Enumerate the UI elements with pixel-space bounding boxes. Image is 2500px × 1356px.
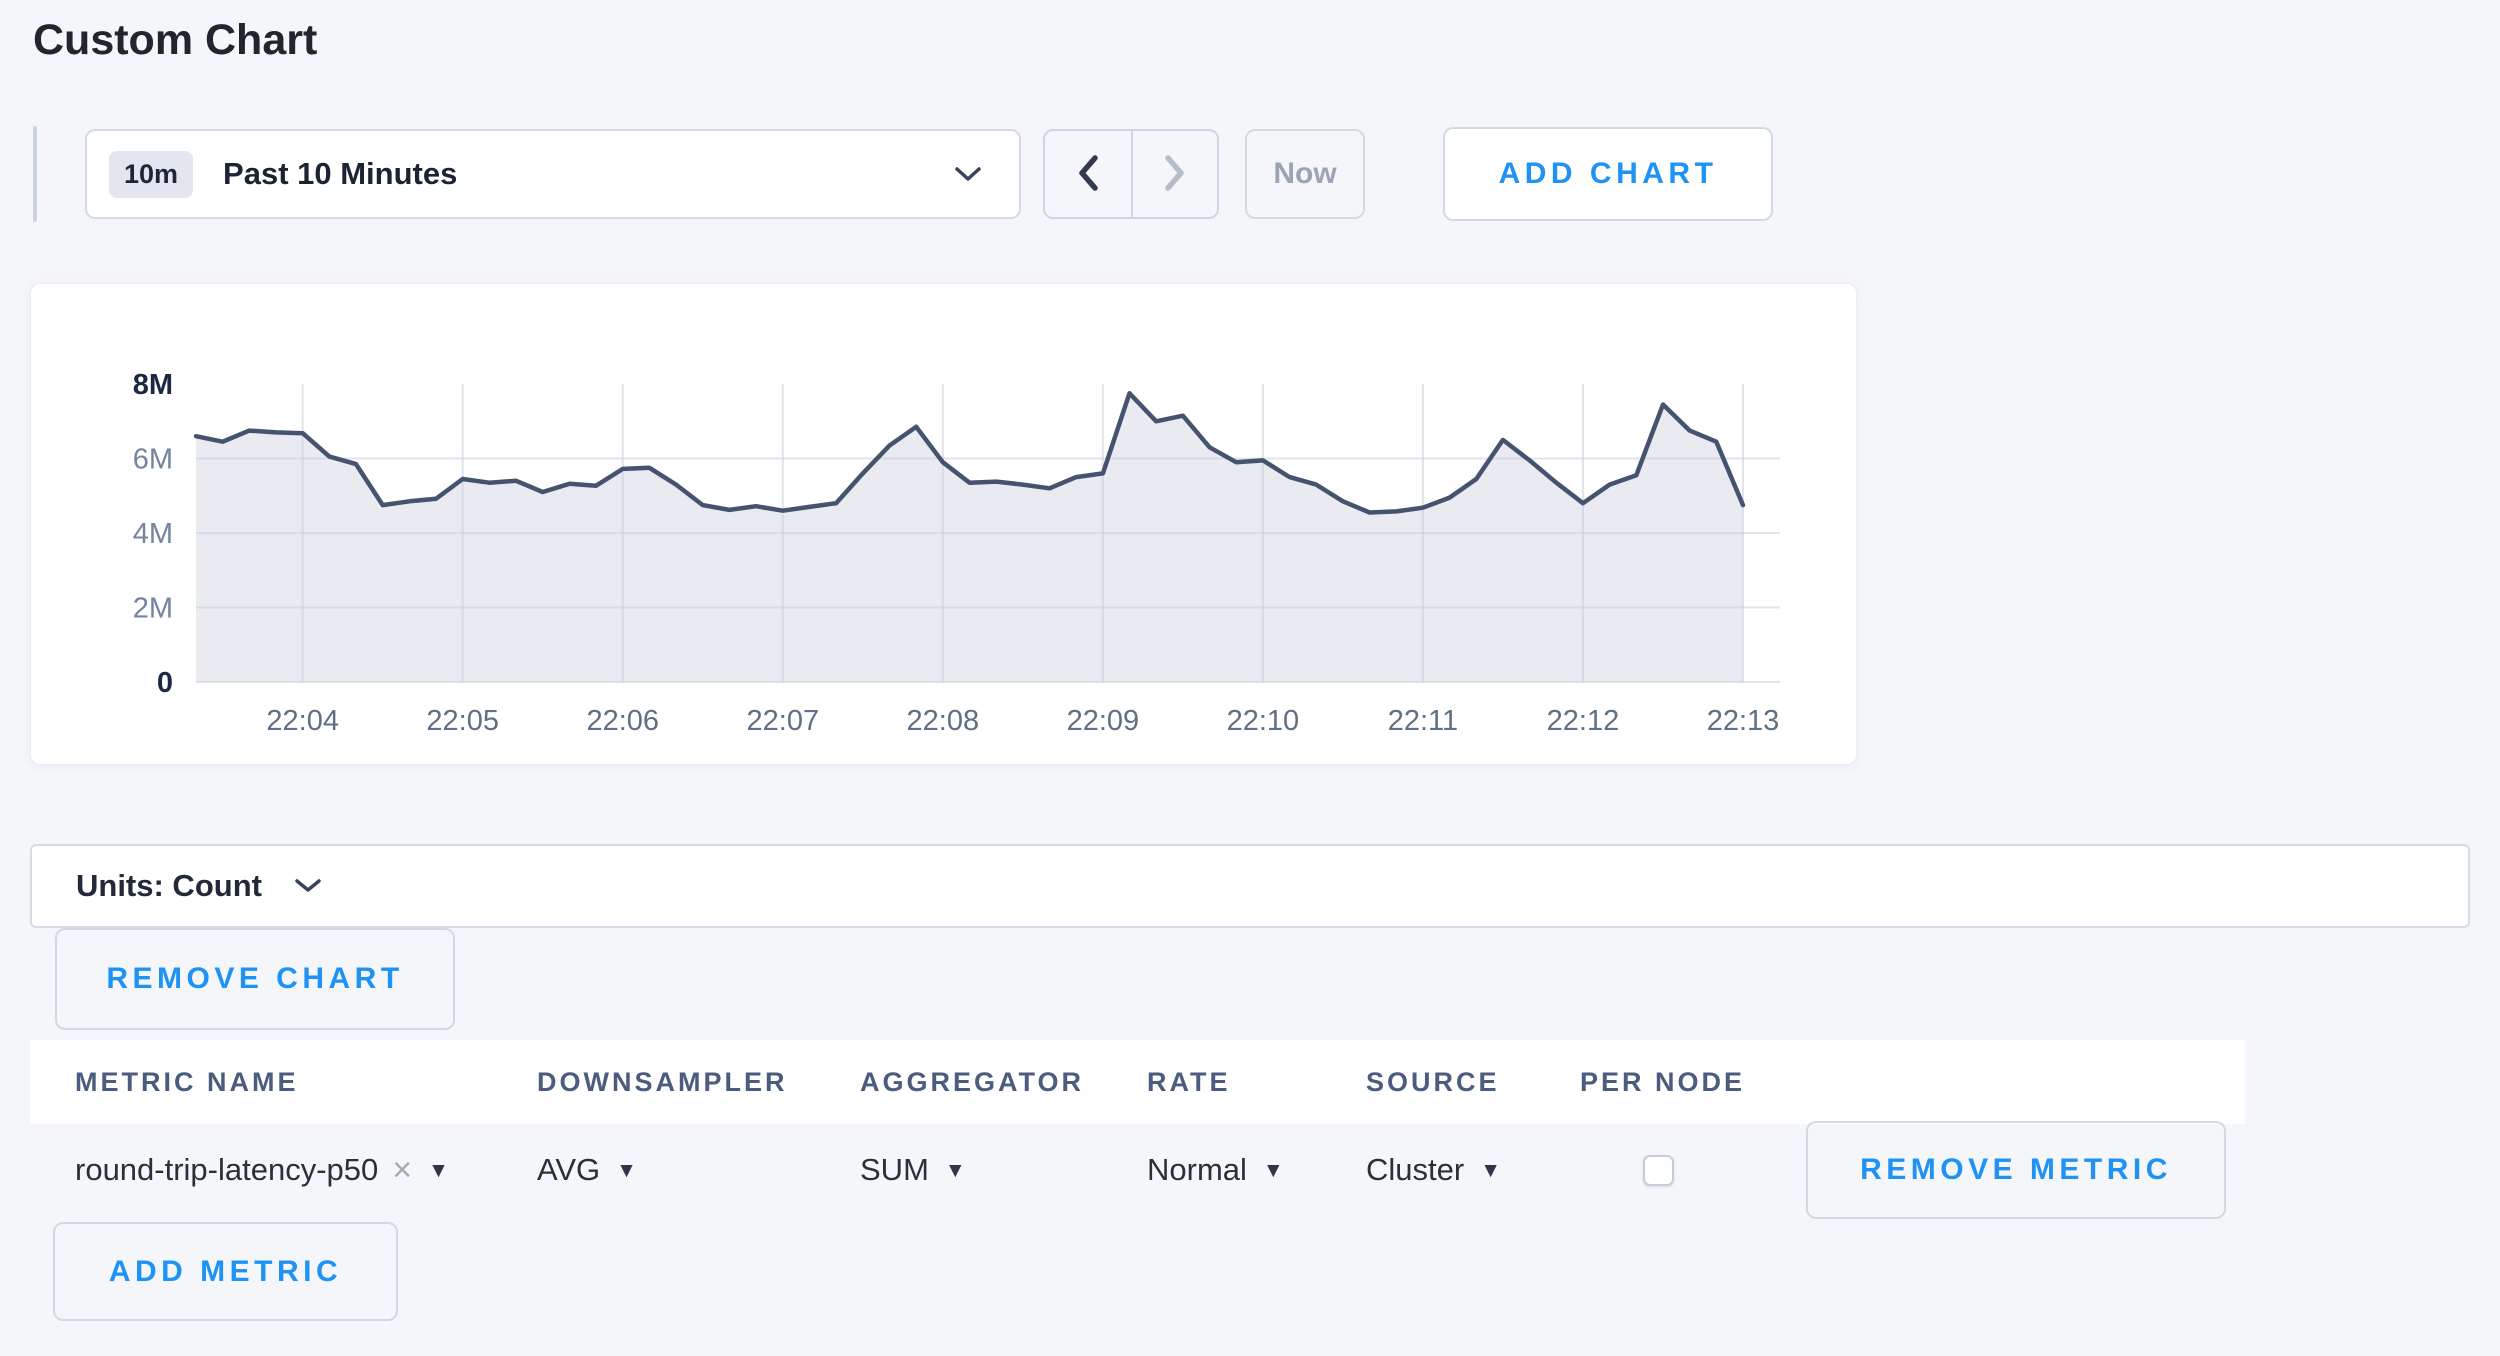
svg-text:22:06: 22:06: [586, 705, 659, 737]
svg-text:0: 0: [157, 667, 173, 699]
time-scale-badge: 10m: [109, 150, 194, 198]
caret-down-icon: ▼: [428, 1158, 449, 1182]
prev-time-button[interactable]: [1045, 131, 1131, 217]
page-title: Custom Chart: [33, 16, 318, 64]
downsampler-value: AVG: [537, 1152, 601, 1187]
rate-value: Normal: [1147, 1152, 1247, 1187]
remove-metric-button[interactable]: REMOVE METRIC: [1806, 1121, 2226, 1219]
svg-text:22:11: 22:11: [1388, 705, 1458, 737]
svg-text:4M: 4M: [133, 518, 173, 550]
aggregator-dropdown[interactable]: SUM ▼: [860, 1152, 1147, 1188]
svg-text:6M: 6M: [133, 444, 173, 476]
toolbar: 10m Past 10 Minutes Now ADD CHART: [33, 126, 1773, 222]
time-range-label: Past 10 Minutes: [223, 156, 458, 191]
clear-metric-icon[interactable]: ×: [392, 1151, 413, 1189]
svg-text:2M: 2M: [133, 593, 173, 625]
area-chart: 0 2M 4M 6M 8M 22:04 22:05 22:06 22:07 22:08 22:09 2…: [133, 369, 1780, 737]
column-header-per-node: PER NODE: [1580, 1066, 1746, 1097]
aggregator-value: SUM: [860, 1152, 929, 1187]
chevron-left-icon: [1074, 151, 1102, 198]
chevron-down-icon: [294, 878, 322, 894]
metrics-table: METRIC NAME DOWNSAMPLER AGGREGATOR RATE …: [30, 1040, 2245, 1216]
per-node-cell: [1580, 1154, 1736, 1186]
caret-down-icon: ▼: [616, 1158, 637, 1182]
time-pager: [1043, 129, 1219, 219]
chevron-right-icon: [1161, 151, 1189, 198]
table-row: round-trip-latency-p50 × ▼ AVG ▼ SUM ▼ N…: [30, 1124, 2245, 1216]
caret-down-icon: ▼: [944, 1158, 966, 1182]
svg-text:22:07: 22:07: [747, 705, 820, 737]
metric-name-value: round-trip-latency-p50: [75, 1152, 379, 1187]
svg-text:8M: 8M: [133, 369, 173, 401]
next-time-button[interactable]: [1131, 131, 1217, 217]
column-header-aggregator: AGGREGATOR: [860, 1066, 1085, 1097]
column-header-metric-name: METRIC NAME: [75, 1066, 299, 1097]
svg-text:22:12: 22:12: [1547, 705, 1620, 737]
units-label: Units: Count: [76, 868, 262, 903]
units-dropdown[interactable]: Units: Count: [30, 844, 2470, 928]
remove-chart-button[interactable]: REMOVE CHART: [55, 928, 455, 1030]
caret-down-icon: ▼: [1262, 1158, 1284, 1182]
table-header-row: METRIC NAME DOWNSAMPLER AGGREGATOR RATE …: [30, 1040, 2245, 1124]
source-value: Cluster: [1366, 1152, 1465, 1187]
svg-text:22:08: 22:08: [907, 705, 980, 737]
column-header-rate: RATE: [1147, 1066, 1231, 1097]
source-dropdown[interactable]: Cluster ▼: [1366, 1152, 1580, 1188]
chevron-down-icon: [953, 165, 983, 183]
svg-text:22:04: 22:04: [266, 705, 339, 737]
column-header-downsampler: DOWNSAMPLER: [537, 1066, 788, 1097]
toolbar-accent-bar: [33, 126, 37, 222]
add-metric-button[interactable]: ADD METRIC: [53, 1222, 398, 1321]
caret-down-icon: ▼: [1480, 1158, 1501, 1182]
svg-text:22:09: 22:09: [1067, 705, 1140, 737]
now-button[interactable]: Now: [1245, 129, 1365, 219]
rate-dropdown[interactable]: Normal ▼: [1147, 1152, 1366, 1188]
add-chart-button[interactable]: ADD CHART: [1443, 127, 1773, 221]
svg-text:22:05: 22:05: [426, 705, 499, 737]
metric-name-dropdown[interactable]: round-trip-latency-p50 × ▼: [75, 1152, 537, 1188]
column-header-source: SOURCE: [1366, 1066, 1500, 1097]
chart-card: 0 2M 4M 6M 8M 22:04 22:05 22:06 22:07 22:08 22:09 2…: [30, 283, 1857, 765]
svg-text:22:13: 22:13: [1707, 705, 1780, 737]
svg-text:22:10: 22:10: [1227, 705, 1300, 737]
per-node-checkbox[interactable]: [1642, 1154, 1674, 1186]
downsampler-dropdown[interactable]: AVG ▼: [537, 1152, 860, 1188]
time-range-dropdown[interactable]: 10m Past 10 Minutes: [85, 129, 1021, 219]
